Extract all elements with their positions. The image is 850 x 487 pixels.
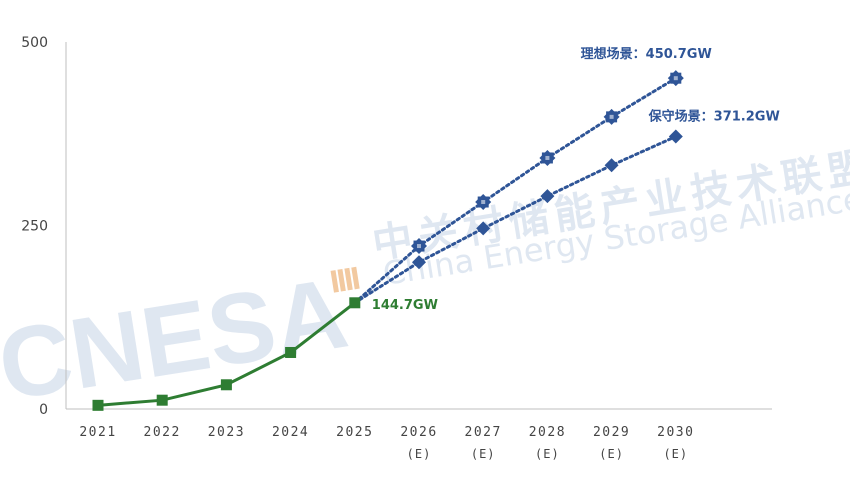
data-point-conservative — [540, 189, 555, 204]
conservative-scenario-label: 保守场景：371.2GW — [648, 109, 780, 125]
x-tick-label: 2025 — [336, 425, 373, 440]
y-tick-labels: 0 250 500 — [21, 35, 48, 418]
data-point-historical — [156, 394, 168, 406]
x-tick-label: 2024 — [272, 425, 309, 440]
x-tick-label: 2029 — [593, 425, 630, 440]
data-labels: 144.7GW 理想场景：450.7GW 保守场景：371.2GW — [372, 46, 780, 313]
data-point-conservative — [668, 129, 683, 144]
data-point-conservative — [476, 221, 491, 236]
x-tick-labels: 2021 2022 2023 2024 2025 2026 (E) 2027 (E) 2028 (E… — [79, 425, 694, 461]
series-line-conservative — [353, 135, 678, 305]
x-tick-label: 2030 — [657, 425, 694, 440]
data-point-conservative — [604, 158, 619, 173]
x-tick-label: 2022 — [144, 425, 181, 440]
data-point-historical — [220, 379, 232, 391]
x-tick-label: 2023 — [208, 425, 245, 440]
x-tick-label: 2026 — [400, 425, 437, 440]
watermark: CNESA 中关村储能产业技术联盟 China Energy Storage A… — [0, 143, 850, 422]
series-historical — [92, 297, 361, 411]
watermark-logo-mark — [330, 266, 360, 293]
x-tick-label: 2021 — [79, 425, 116, 440]
x-tick-sublabel: (E) — [471, 447, 496, 461]
data-point-ideal — [475, 194, 492, 211]
y-tick-label: 250 — [21, 219, 48, 235]
series-ideal — [353, 70, 684, 305]
y-tick-label: 0 — [39, 402, 48, 418]
data-point-historical — [285, 346, 297, 358]
y-tick-label: 500 — [21, 35, 48, 51]
data-point-ideal — [539, 149, 556, 166]
x-tick-label: 2028 — [529, 425, 566, 440]
x-tick-label: 2027 — [465, 425, 502, 440]
x-tick-sublabel: (E) — [599, 447, 624, 461]
data-point-historical — [92, 399, 104, 411]
x-tick-sublabel: (E) — [407, 447, 432, 461]
series-layer — [92, 70, 684, 411]
series-line-ideal — [353, 76, 678, 305]
ideal-scenario-label: 理想场景：450.7GW — [581, 46, 712, 62]
data-point-ideal — [411, 238, 427, 255]
data-point-ideal — [603, 108, 620, 125]
data-point-conservative — [412, 255, 426, 270]
series-conservative — [353, 129, 683, 305]
historical-end-label: 144.7GW — [372, 298, 438, 313]
data-point-historical — [349, 297, 361, 309]
x-tick-sublabel: (E) — [663, 447, 688, 461]
data-point-ideal — [667, 70, 684, 87]
x-tick-sublabel: (E) — [535, 447, 560, 461]
